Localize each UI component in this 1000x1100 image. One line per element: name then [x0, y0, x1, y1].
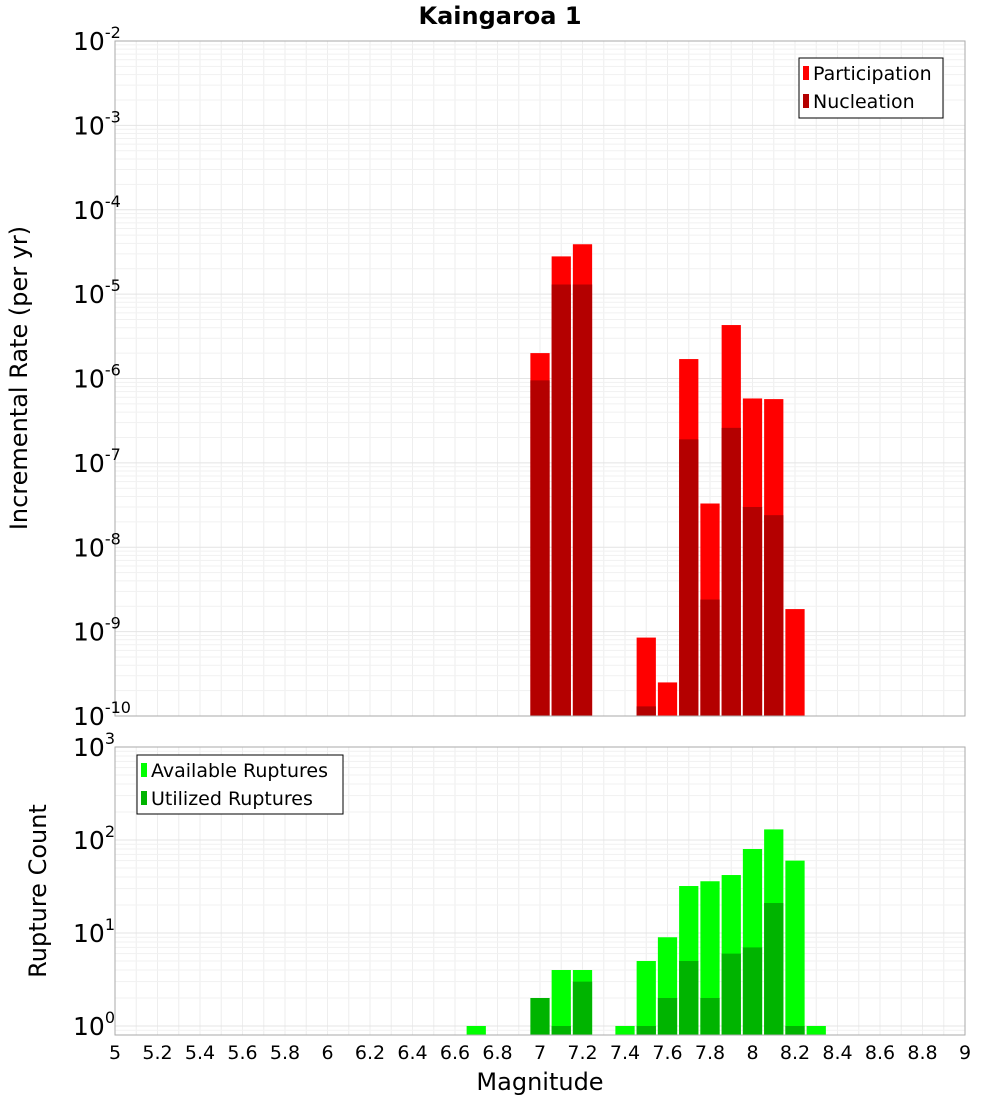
bar-utilized-ruptures [679, 960, 699, 1035]
y-tick-label: 10-10 [73, 698, 131, 731]
y-tick-label: 101 [73, 915, 115, 948]
bar-utilized-ruptures [742, 947, 763, 1035]
y-tick-label: 10-2 [73, 23, 121, 56]
bottom-plot-bars [466, 829, 826, 1035]
chart-title: Kaingaroa 1 [418, 2, 581, 30]
bar-utilized-ruptures [657, 997, 678, 1035]
bar-nucleation [572, 284, 593, 716]
bar-utilized-ruptures [721, 953, 741, 1035]
x-tick-label: 6 [321, 1042, 333, 1064]
bar-available-ruptures [466, 1025, 486, 1035]
legend-label-utilized-ruptures: Utilized Ruptures [151, 788, 313, 810]
x-tick-label: 5.2 [142, 1042, 172, 1064]
x-tick-label: 6.6 [440, 1042, 470, 1064]
bar-utilized-ruptures [530, 997, 550, 1035]
x-tick-labels: 5 5.2 5.4 5.6 5.8 6 6.2 6.4 6.6 6.8 7 7.2 7.4 7.6 7.8 8… [109, 1042, 971, 1064]
bar-nucleation [679, 439, 699, 716]
bar-utilized-ruptures [551, 1025, 571, 1035]
y-tick-label: 10-9 [73, 614, 121, 647]
bottom-plot-frame [114, 746, 966, 1036]
x-tick-label: 5.8 [270, 1042, 300, 1064]
top-y-axis-label: Incremental Rate (per yr) [5, 226, 33, 530]
legend-swatch-available-ruptures [141, 763, 147, 777]
bar-utilized-ruptures [785, 1025, 805, 1035]
x-tick-label: 6.2 [355, 1042, 385, 1064]
bar-nucleation [551, 284, 571, 716]
bar-utilized-ruptures [700, 997, 720, 1035]
bar-nucleation [742, 506, 763, 716]
x-tick-label: 8.2 [780, 1042, 810, 1064]
y-tick-label: 10-6 [73, 361, 121, 394]
bottom-y-tick-labels: 103 102 101 100 [73, 729, 115, 1041]
bar-nucleation [636, 706, 656, 716]
x-tick-label: 7.2 [567, 1042, 597, 1064]
x-tick-label: 7.6 [652, 1042, 682, 1064]
x-tick-label: 7 [534, 1042, 546, 1064]
x-tick-label: 6.8 [482, 1042, 512, 1064]
x-tick-label: 7.8 [695, 1042, 725, 1064]
bottom-legend-box [136, 754, 344, 815]
bar-participation [785, 609, 805, 716]
bar-nucleation [764, 515, 784, 716]
x-tick-label: 8 [746, 1042, 758, 1064]
top-plot-frame [114, 40, 966, 717]
y-tick-label: 100 [73, 1008, 115, 1041]
x-tick-label: 7.4 [610, 1042, 640, 1064]
legend-label-available-ruptures: Available Ruptures [151, 760, 328, 782]
y-tick-label: 10-3 [73, 107, 121, 140]
top-legend: Participation Nucleation [798, 57, 944, 119]
bar-nucleation [721, 427, 741, 716]
bar-utilized-ruptures [572, 981, 593, 1035]
legend-swatch-nucleation [803, 94, 809, 108]
y-tick-label: 10-4 [73, 192, 121, 225]
x-axis-label: Magnitude [476, 1068, 603, 1096]
bar-utilized-ruptures [636, 1025, 656, 1035]
y-tick-label: 10-7 [73, 445, 121, 478]
bar-available-ruptures [615, 1025, 635, 1035]
x-tick-label: 9 [959, 1042, 971, 1064]
bottom-legend: Available Ruptures Utilized Ruptures [136, 754, 344, 815]
x-tick-label: 5.4 [185, 1042, 215, 1064]
bar-available-ruptures [551, 969, 571, 1035]
bottom-y-axis-label: Rupture Count [24, 804, 52, 978]
x-tick-label: 5 [109, 1042, 121, 1064]
x-tick-label: 8.4 [822, 1042, 852, 1064]
bar-nucleation [700, 599, 720, 716]
bar-participation [657, 682, 678, 716]
x-tick-label: 5.6 [227, 1042, 257, 1064]
y-tick-label: 102 [73, 822, 115, 855]
bar-available-ruptures [785, 860, 805, 1035]
bar-participation [636, 637, 656, 716]
x-tick-label: 8.8 [907, 1042, 937, 1064]
legend-label-nucleation: Nucleation [813, 91, 915, 113]
bar-available-ruptures [636, 960, 656, 1035]
y-tick-label: 103 [73, 729, 115, 762]
x-tick-label: 6.4 [397, 1042, 427, 1064]
legend-swatch-participation [803, 66, 809, 80]
bar-utilized-ruptures [764, 903, 784, 1035]
x-tick-label: 8.6 [865, 1042, 895, 1064]
legend-label-participation: Participation [813, 63, 932, 85]
y-tick-label: 10-8 [73, 529, 121, 562]
legend-swatch-utilized-ruptures [141, 791, 147, 805]
y-tick-label: 10-5 [73, 276, 121, 309]
bar-available-ruptures [700, 881, 720, 1035]
top-y-tick-labels: 10-2 10-3 10-4 10-5 10-6 10-7 10-8 10-9 10-10 [73, 23, 131, 731]
bar-available-ruptures [806, 1025, 826, 1035]
top-plot-bars [530, 244, 805, 717]
bar-nucleation [530, 380, 550, 716]
top-legend-box [798, 57, 944, 119]
